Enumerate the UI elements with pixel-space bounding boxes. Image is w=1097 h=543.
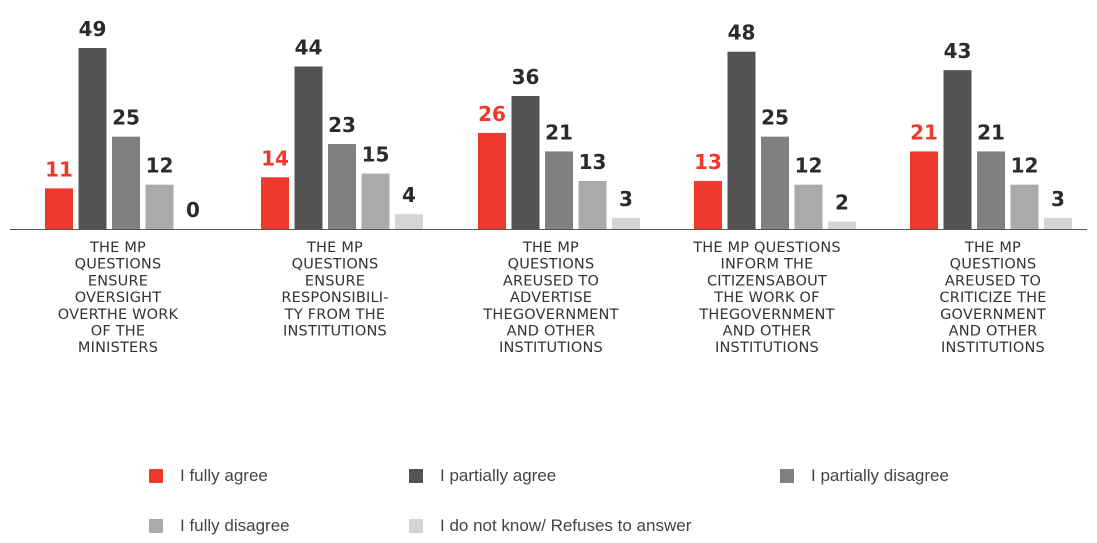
value-label-g5-s1: 21 bbox=[910, 120, 938, 144]
category-label-2: THE MP QUESTIONS ENSURE RESPONSIBILI-TY FRO… bbox=[281, 240, 388, 340]
value-label-g1-s3: 25 bbox=[112, 106, 140, 130]
bars-layer bbox=[45, 48, 1072, 229]
category-label-line: OF THE bbox=[91, 324, 146, 340]
category-label-line: THE MP bbox=[964, 240, 1021, 256]
category-label-line: OVERSIGHT bbox=[75, 290, 162, 306]
category-label-line: CRITICIZE THE bbox=[939, 290, 1046, 306]
bar-g3-s3 bbox=[545, 151, 573, 229]
category-label-line: THEGOVERNMENT bbox=[698, 307, 834, 323]
bar-g2-s4 bbox=[361, 173, 390, 229]
bar-g3-s5 bbox=[612, 217, 640, 229]
category-label-line: INSTITUTIONS bbox=[941, 340, 1045, 356]
bar-g5-s3 bbox=[977, 151, 1005, 229]
category-label-line: ADVERTISE bbox=[510, 290, 592, 306]
value-label-g2-s2: 44 bbox=[295, 35, 323, 59]
category-label-4: THE MP QUESTIONS INFORM THE CITIZENSABOUT T… bbox=[692, 240, 841, 356]
value-label-g4-s3: 25 bbox=[761, 106, 789, 130]
bar-g4-s1 bbox=[694, 180, 722, 229]
bar-g2-s1 bbox=[261, 177, 289, 229]
bar-g3-s1 bbox=[478, 132, 506, 229]
category-label-line: CITIZENSABOUT bbox=[707, 273, 827, 289]
value-label-g2-s3: 23 bbox=[328, 113, 356, 137]
category-label-line: QUESTIONS bbox=[75, 257, 162, 273]
category-label-line: TY FROM THE bbox=[284, 307, 385, 323]
value-label-g5-s5: 3 bbox=[1051, 187, 1065, 211]
category-label-line: INSTITUTIONS bbox=[283, 324, 387, 340]
category-label-line: GOVERNMENT bbox=[940, 307, 1046, 323]
value-label-g4-s4: 12 bbox=[795, 154, 823, 178]
category-labels-layer: THE MP QUESTIONS ENSURE OVERSIGHT OVERTHE WO… bbox=[58, 240, 1047, 356]
category-label-line: AREUSED TO bbox=[503, 273, 599, 289]
bar-g4-s3 bbox=[761, 136, 789, 229]
bar-g1-s1 bbox=[45, 188, 73, 229]
category-label-line: INSTITUTIONS bbox=[715, 340, 819, 356]
bar-g2-s3 bbox=[328, 144, 356, 229]
bar-g5-s5 bbox=[1044, 217, 1072, 229]
category-label-line: THE MP bbox=[89, 240, 146, 256]
category-label-line: OVERTHE WORK bbox=[58, 307, 179, 323]
category-label-line: THE MP bbox=[522, 240, 579, 256]
category-label-line: AND OTHER bbox=[723, 324, 812, 340]
category-label-line: THE MP bbox=[306, 240, 363, 256]
category-label-line: RESPONSIBILI- bbox=[281, 290, 388, 306]
value-label-g5-s3: 21 bbox=[977, 120, 1005, 144]
bar-g5-s4 bbox=[1010, 184, 1039, 229]
value-label-g3-s3: 21 bbox=[545, 120, 573, 144]
category-label-line: ENSURE bbox=[305, 273, 365, 289]
category-label-line: INFORM THE bbox=[721, 257, 814, 273]
value-label-g3-s5: 3 bbox=[619, 187, 633, 211]
value-label-g2-s4: 15 bbox=[362, 143, 390, 167]
category-label-1: THE MP QUESTIONS ENSURE OVERSIGHT OVERTHE WO… bbox=[58, 240, 179, 356]
bar-g5-s2 bbox=[943, 70, 972, 229]
value-label-g1-s4: 12 bbox=[146, 154, 174, 178]
value-label-g3-s2: 36 bbox=[512, 65, 540, 89]
value-label-g5-s4: 12 bbox=[1011, 154, 1039, 178]
value-label-g1-s1: 11 bbox=[45, 157, 73, 181]
value-label-g3-s4: 13 bbox=[579, 150, 607, 174]
bar-g1-s2 bbox=[78, 48, 107, 229]
bar-g2-s5 bbox=[395, 214, 423, 229]
value-label-g2-s1: 14 bbox=[261, 146, 289, 170]
value-label-g1-s2: 49 bbox=[79, 17, 107, 41]
value-label-g1-s5: 0 bbox=[186, 198, 200, 222]
category-label-line: QUESTIONS bbox=[292, 257, 379, 273]
bar-g1-s3 bbox=[112, 136, 140, 229]
bar-g5-s1 bbox=[910, 151, 938, 229]
value-label-g5-s2: 43 bbox=[944, 39, 972, 63]
bar-g3-s4 bbox=[578, 180, 607, 229]
category-label-line: AND OTHER bbox=[507, 324, 596, 340]
category-label-line: THE WORK OF bbox=[713, 290, 819, 306]
category-label-line: AREUSED TO bbox=[945, 273, 1041, 289]
category-label-line: INSTITUTIONS bbox=[499, 340, 603, 356]
category-label-line: MINISTERS bbox=[78, 340, 158, 356]
category-label-line: AND OTHER bbox=[949, 324, 1038, 340]
bar-g3-s2 bbox=[511, 96, 540, 229]
category-label-line: THE MP QUESTIONS bbox=[692, 240, 841, 256]
category-label-line: ENSURE bbox=[88, 273, 148, 289]
value-label-g4-s5: 2 bbox=[835, 191, 849, 215]
bar-g2-s2 bbox=[294, 66, 323, 229]
bar-g1-s4 bbox=[145, 184, 174, 229]
category-label-3: THE MP QUESTIONS AREUSED TO ADVERTISE THEGOV… bbox=[482, 240, 618, 356]
bar-g4-s5 bbox=[828, 221, 856, 229]
value-label-g2-s5: 4 bbox=[402, 183, 416, 207]
category-label-line: THEGOVERNMENT bbox=[482, 307, 618, 323]
category-label-line: QUESTIONS bbox=[508, 257, 595, 273]
bar-g4-s2 bbox=[727, 51, 756, 229]
value-labels-layer: 1149251201444231542636211331348251222143… bbox=[45, 17, 1065, 222]
value-label-g4-s2: 48 bbox=[728, 21, 756, 45]
bar-g4-s4 bbox=[794, 184, 823, 229]
value-label-g4-s1: 13 bbox=[694, 150, 722, 174]
value-label-g3-s1: 26 bbox=[478, 102, 506, 126]
category-label-5: THE MP QUESTIONS AREUSED TO CRITICIZE THE GO… bbox=[939, 240, 1046, 356]
category-label-line: QUESTIONS bbox=[950, 257, 1037, 273]
